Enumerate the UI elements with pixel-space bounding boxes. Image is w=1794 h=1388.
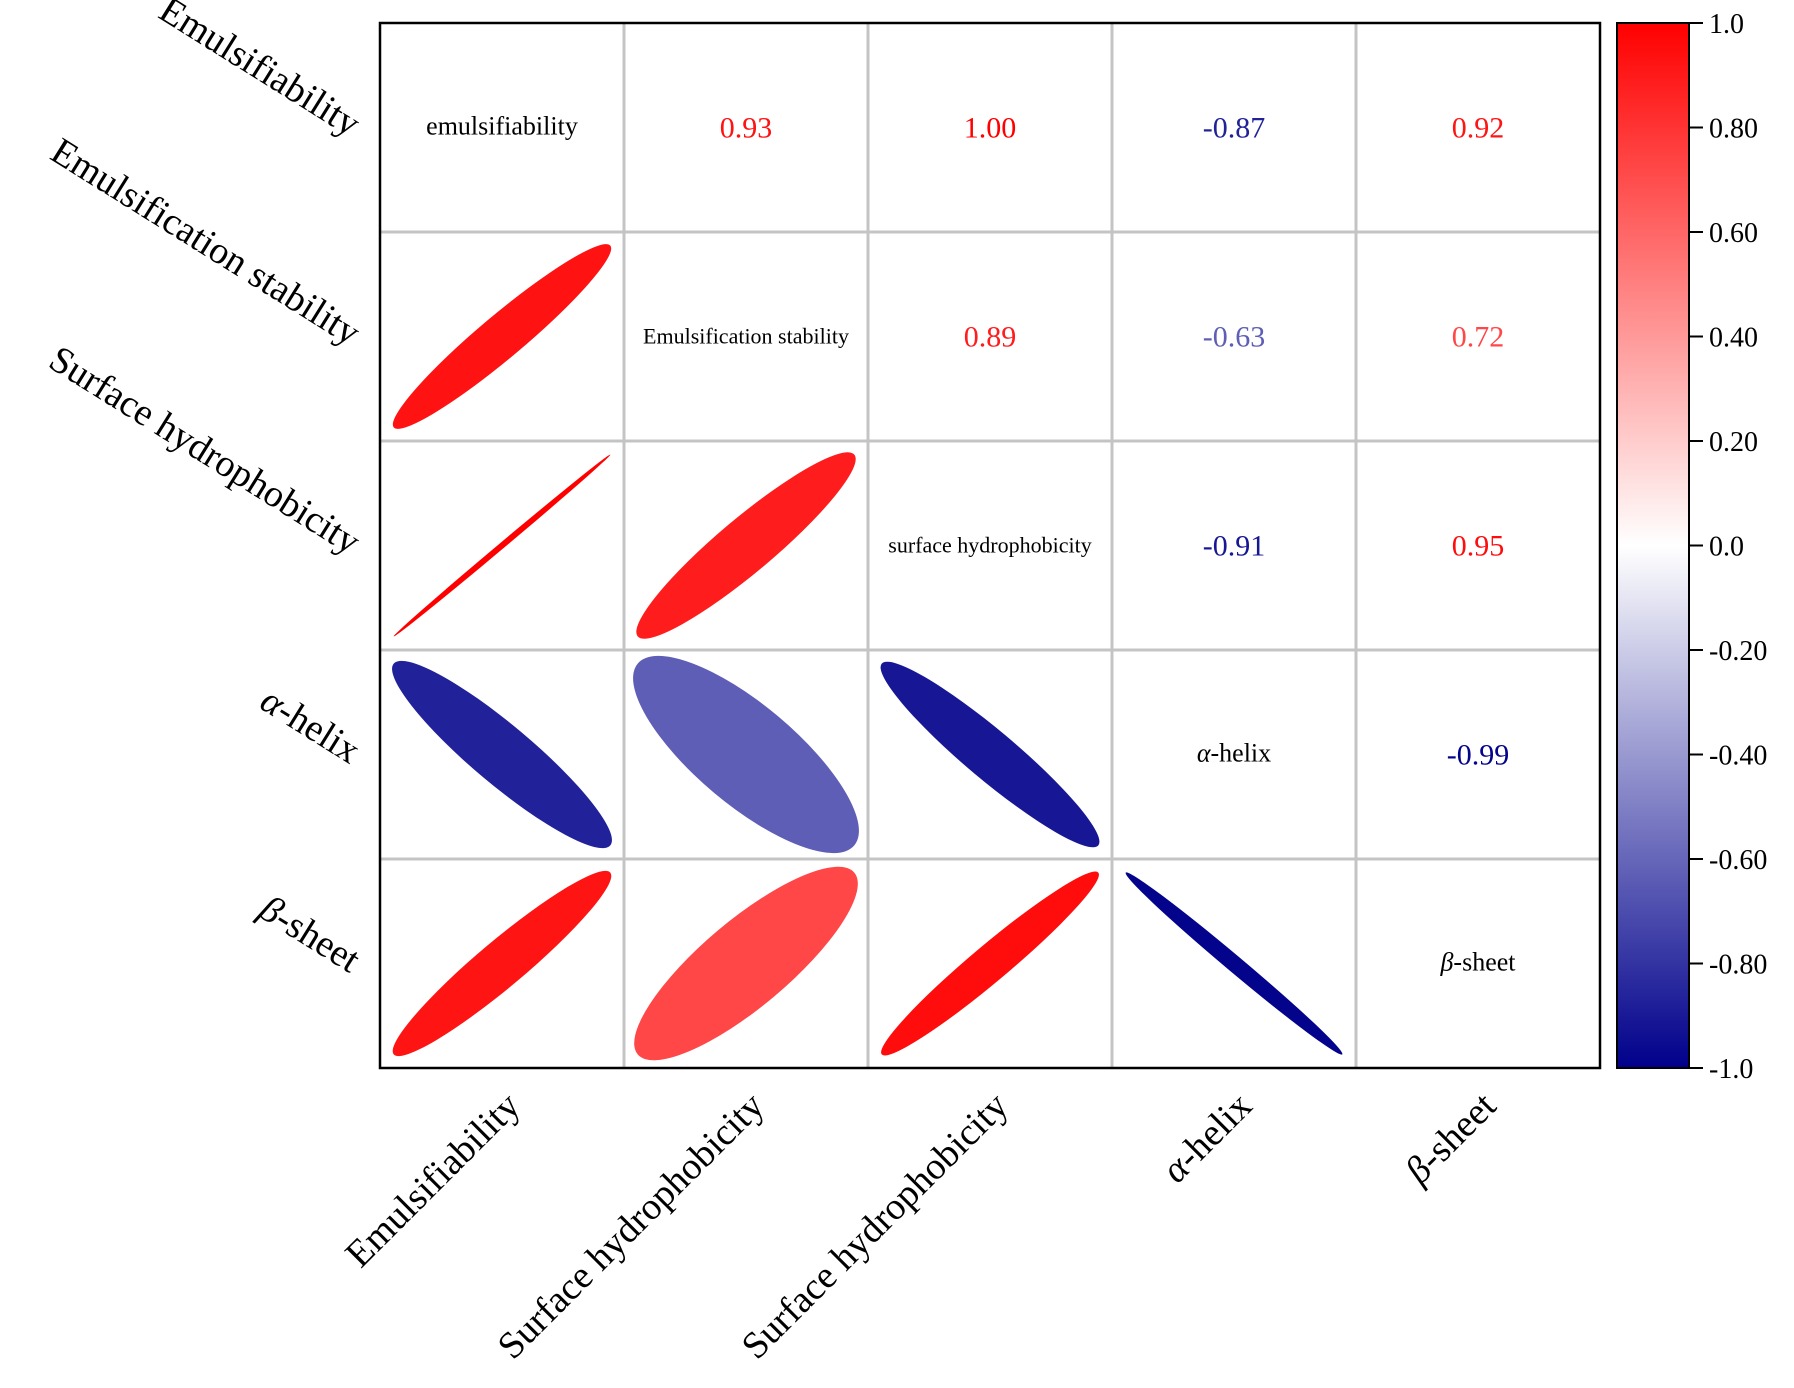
plot-frame bbox=[378, 21, 1602, 1070]
column-label: Surface hydrophobicity bbox=[734, 1085, 1017, 1368]
diagonal-label: Emulsification stability bbox=[643, 324, 849, 349]
colorbar-tick-label: -0.40 bbox=[1709, 741, 1767, 772]
correlation-ellipse bbox=[392, 244, 612, 429]
colorbar-tick-label: 0.40 bbox=[1709, 323, 1758, 354]
correlation-value: 0.72 bbox=[1452, 321, 1505, 354]
diagonal-label: α-helix bbox=[1197, 739, 1271, 768]
correlation-ellipse bbox=[392, 660, 612, 849]
correlation-ellipse bbox=[393, 454, 611, 637]
column-label: β-sheet bbox=[1396, 1084, 1504, 1192]
colorbar-tick-label: -0.80 bbox=[1709, 950, 1767, 981]
correlation-value: 0.93 bbox=[720, 112, 773, 145]
row-label: α-helix bbox=[253, 679, 367, 772]
correlation-value: -0.63 bbox=[1203, 321, 1266, 354]
correlation-value: 0.95 bbox=[1452, 530, 1505, 563]
correlation-value: -0.99 bbox=[1447, 739, 1510, 772]
diagonal-label: emulsifiability bbox=[426, 112, 578, 141]
colorbar-tick-label: 0.20 bbox=[1709, 427, 1758, 458]
correlation-ellipse bbox=[392, 870, 612, 1057]
column-label: Emulsifiability bbox=[337, 1085, 528, 1276]
colorbar-tick-label: 1.0 bbox=[1709, 9, 1744, 40]
colorbar-tick-label: -1.0 bbox=[1709, 1054, 1753, 1085]
column-label: Surface hydrophobicity bbox=[490, 1085, 773, 1368]
correlation-value: -0.91 bbox=[1203, 530, 1266, 563]
colorbar-ticks: 1.0 0.80 0.60 0.40 0.20 0.0 -0.20 -0.40 -0.60 -0.… bbox=[1689, 9, 1767, 1085]
diagonal-label: surface hydrophobicity bbox=[888, 533, 1091, 558]
colorbar-tick-label: -0.20 bbox=[1709, 636, 1767, 667]
colorbar-tick-label: 0.80 bbox=[1709, 114, 1758, 145]
matrix-cells: emulsifiability 0.93 1.00 -0.87 0.92 Emulsifi… bbox=[392, 112, 1516, 1061]
colorbar-gradient bbox=[1616, 22, 1690, 1069]
row-label: Surface hydrophobicity bbox=[42, 338, 368, 563]
grid-lines bbox=[380, 23, 1600, 1068]
correlation-ellipse bbox=[1125, 872, 1343, 1055]
colorbar-tick-label: -0.60 bbox=[1709, 845, 1767, 876]
correlation-value: 0.92 bbox=[1452, 112, 1505, 145]
correlation-ellipse bbox=[633, 655, 859, 854]
row-label: Emulsifiability bbox=[152, 0, 368, 145]
column-label: α-helix bbox=[1154, 1085, 1260, 1191]
correlation-value: 1.00 bbox=[964, 112, 1017, 145]
colorbar-tick-label: 0.60 bbox=[1709, 218, 1758, 249]
correlation-ellipse bbox=[636, 452, 856, 639]
colorbar-tick-label: 0.0 bbox=[1709, 532, 1744, 563]
row-label: β-sheet bbox=[251, 887, 367, 981]
correlation-ellipse bbox=[881, 871, 1099, 1056]
correlation-value: -0.87 bbox=[1203, 112, 1266, 145]
row-label: Emulsification stability bbox=[44, 130, 368, 354]
correlation-ellipse bbox=[634, 866, 858, 1061]
diagonal-label: β-sheet bbox=[1439, 948, 1516, 977]
correlation-ellipse bbox=[880, 661, 1100, 848]
correlation-value: 0.89 bbox=[964, 321, 1017, 354]
colorbar: 1.0 0.80 0.60 0.40 0.20 0.0 -0.20 -0.40 -0.60 -0.… bbox=[1616, 9, 1767, 1085]
